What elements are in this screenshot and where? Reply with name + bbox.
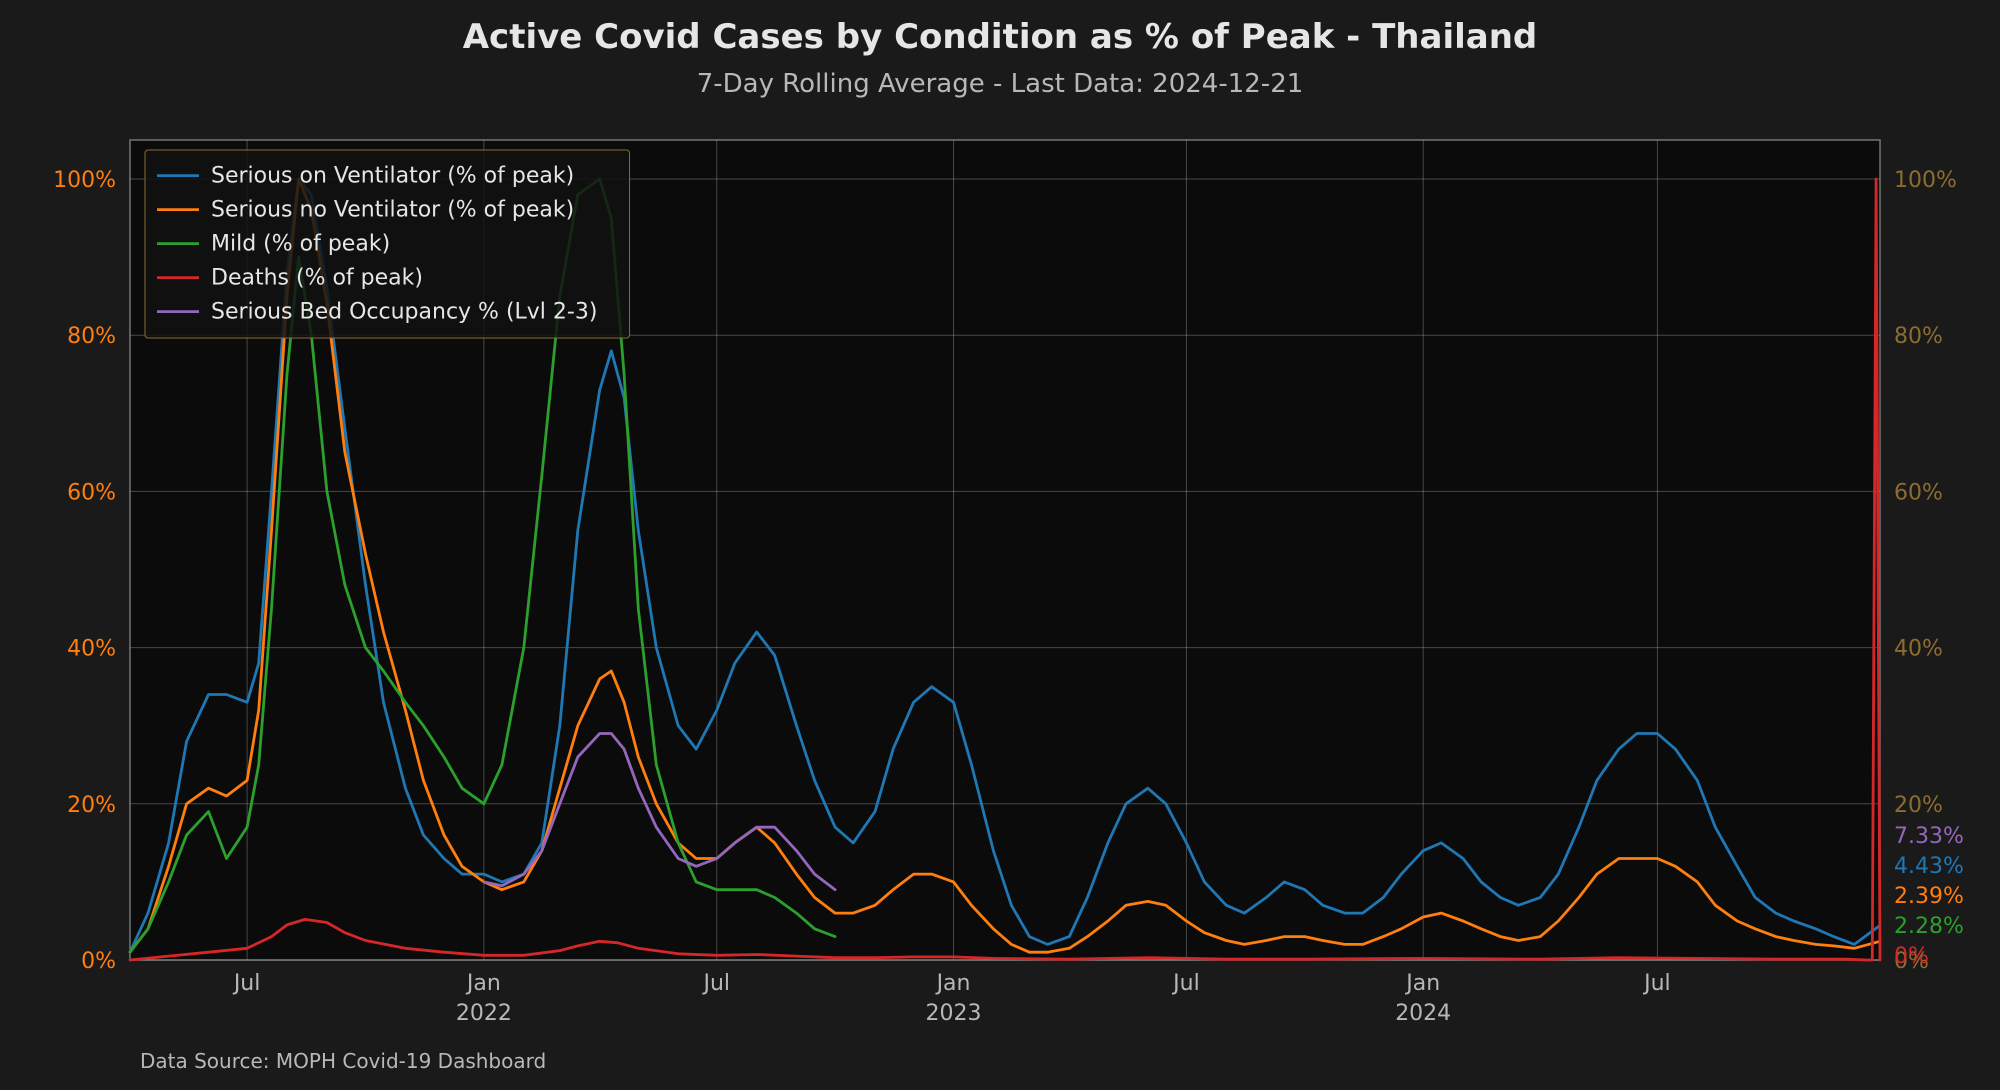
end-label-deaths: 0% [1894,944,1929,969]
x-tick-label: Jan [465,971,501,996]
y-right-tick-label: 100% [1894,168,1957,193]
x-tick-label: Jul [701,971,730,996]
end-label-vent: 4.43% [1894,854,1964,879]
x-tick-label: Jan [1404,971,1440,996]
x-tick-year: 2023 [926,1001,982,1026]
chart-root: 0% 0% 20% 20% 40% 40% 60% 60% 80% 80% 100% 100% Jul J… [0,0,2000,1090]
legend-label-deaths: Deaths (% of peak) [211,266,423,291]
chart-svg: 0% 0% 20% 20% 40% 40% 60% 60% 80% 80% 100% 100% Jul J… [0,0,2000,1090]
y-left-tick-label: 20% [67,793,116,818]
end-label-mild: 2.28% [1894,914,1964,939]
legend-label-vent: Serious on Ventilator (% of peak) [211,164,574,189]
y-left-tick-label: 0% [81,949,116,974]
y-right-tick-label: 80% [1894,324,1943,349]
y-left-tick-label: 80% [67,324,116,349]
chart-subtitle: 7-Day Rolling Average - Last Data: 2024-… [697,69,1304,99]
y-right-tick-label: 60% [1894,480,1943,505]
x-tick-label: Jan [935,971,971,996]
y-left-tick-label: 100% [53,168,116,193]
end-label-bedocc: 7.33% [1894,824,1964,849]
x-tick-label: Jul [1171,971,1200,996]
x-tick-year: 2024 [1395,1001,1451,1026]
source-text: Data Source: MOPH Covid-19 Dashboard [140,1049,546,1073]
y-right-tick-label: 40% [1894,637,1943,662]
x-tick-label: Jul [232,971,261,996]
chart-title: Active Covid Cases by Condition as % of … [463,17,1538,57]
legend-label-mild: Mild (% of peak) [211,232,390,257]
legend-label-bedocc: Serious Bed Occupancy % (Lvl 2-3) [211,300,597,325]
y-left-tick-label: 40% [67,637,116,662]
x-tick-year: 2022 [456,1001,512,1026]
x-tick-label: Jul [1642,971,1671,996]
end-label-novent: 2.39% [1894,884,1964,909]
legend-label-novent: Serious no Ventilator (% of peak) [211,198,574,223]
y-left-tick-label: 60% [67,480,116,505]
y-right-tick-label: 20% [1894,793,1943,818]
